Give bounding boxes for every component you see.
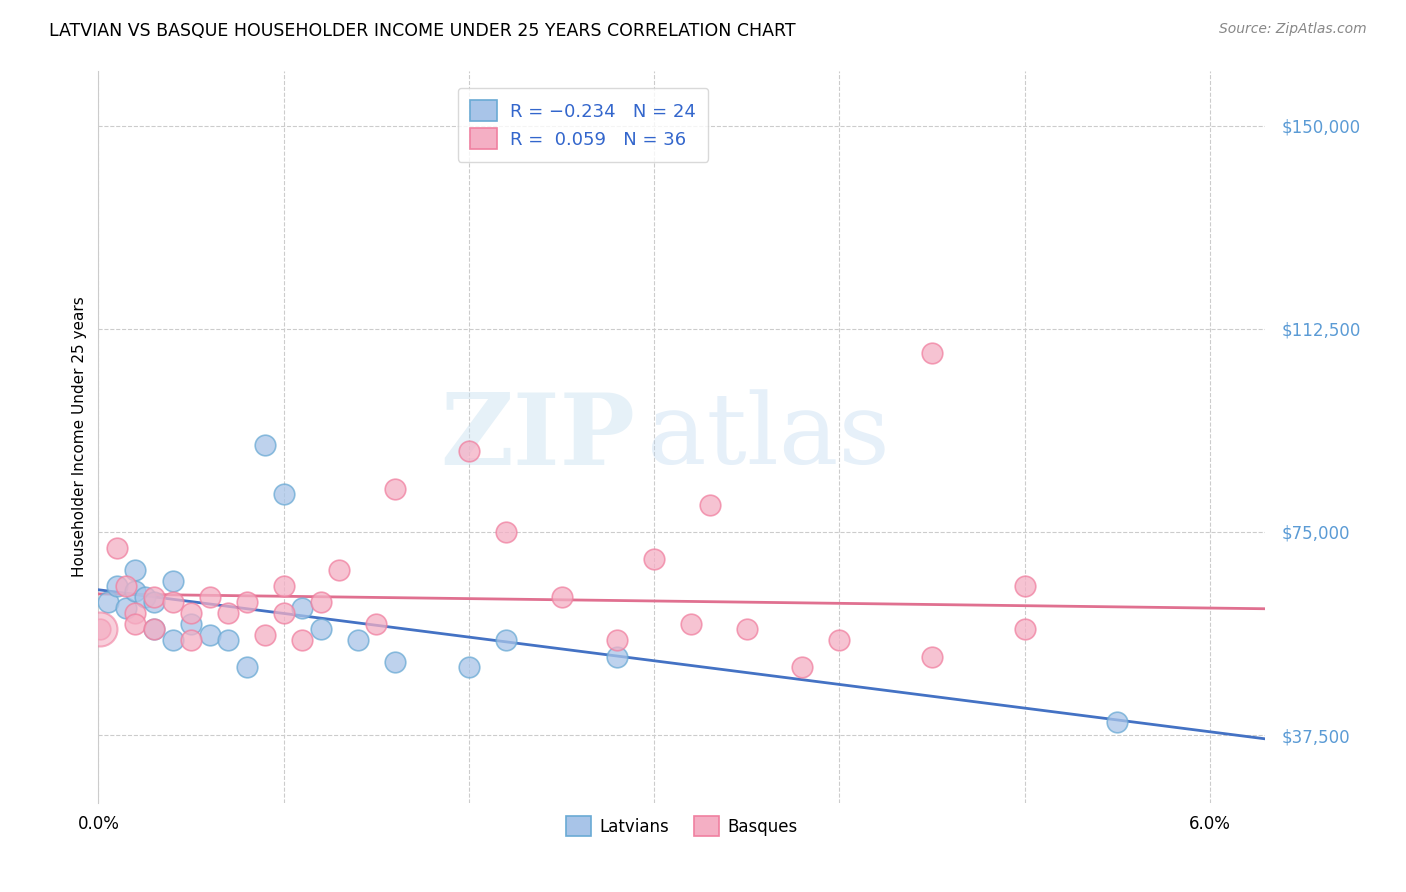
Point: [346, 633, 368, 648]
Point: [457, 443, 479, 458]
Point: [97, 595, 120, 609]
Point: [606, 633, 628, 648]
Point: [1014, 623, 1036, 637]
Point: [235, 595, 257, 609]
Point: [273, 487, 295, 501]
Point: [124, 584, 146, 599]
Text: atlas: atlas: [647, 389, 890, 485]
Point: [124, 617, 146, 632]
Point: [89, 623, 111, 637]
Point: [681, 617, 703, 632]
Point: [254, 628, 277, 642]
Point: [235, 660, 257, 674]
Point: [198, 590, 221, 604]
Point: [180, 606, 202, 620]
Legend: Latvians, Basques: Latvians, Basques: [557, 806, 807, 846]
Point: [162, 574, 184, 588]
Point: [1014, 579, 1036, 593]
Point: [291, 633, 314, 648]
Point: [1050, 812, 1073, 826]
Point: [180, 617, 202, 632]
Point: [115, 579, 138, 593]
Point: [105, 541, 128, 556]
Text: Source: ZipAtlas.com: Source: ZipAtlas.com: [1219, 22, 1367, 37]
Point: [180, 633, 202, 648]
Point: [124, 606, 146, 620]
Point: [134, 590, 156, 604]
Point: [89, 623, 111, 637]
Point: [550, 590, 572, 604]
Point: [384, 655, 406, 669]
Point: [366, 617, 388, 632]
Point: [309, 595, 332, 609]
Y-axis label: Householder Income Under 25 years: Householder Income Under 25 years: [72, 297, 87, 577]
Point: [143, 623, 166, 637]
Point: [143, 623, 166, 637]
Point: [254, 438, 277, 452]
Point: [495, 524, 517, 539]
Point: [273, 579, 295, 593]
Point: [217, 606, 239, 620]
Point: [921, 346, 943, 360]
Point: [273, 606, 295, 620]
Point: [105, 579, 128, 593]
Point: [162, 633, 184, 648]
Point: [1107, 714, 1129, 729]
Point: [217, 633, 239, 648]
Point: [291, 600, 314, 615]
Text: ZIP: ZIP: [440, 389, 636, 485]
Point: [328, 563, 350, 577]
Point: [921, 649, 943, 664]
Point: [606, 649, 628, 664]
Point: [143, 590, 166, 604]
Point: [115, 600, 138, 615]
Point: [495, 633, 517, 648]
Point: [643, 552, 665, 566]
Point: [384, 482, 406, 496]
Text: LATVIAN VS BASQUE HOUSEHOLDER INCOME UNDER 25 YEARS CORRELATION CHART: LATVIAN VS BASQUE HOUSEHOLDER INCOME UND…: [49, 22, 796, 40]
Point: [162, 595, 184, 609]
Point: [457, 660, 479, 674]
Point: [198, 628, 221, 642]
Point: [124, 563, 146, 577]
Point: [309, 623, 332, 637]
Point: [828, 633, 851, 648]
Point: [143, 595, 166, 609]
Point: [735, 623, 758, 637]
Point: [792, 660, 814, 674]
Point: [699, 498, 721, 512]
